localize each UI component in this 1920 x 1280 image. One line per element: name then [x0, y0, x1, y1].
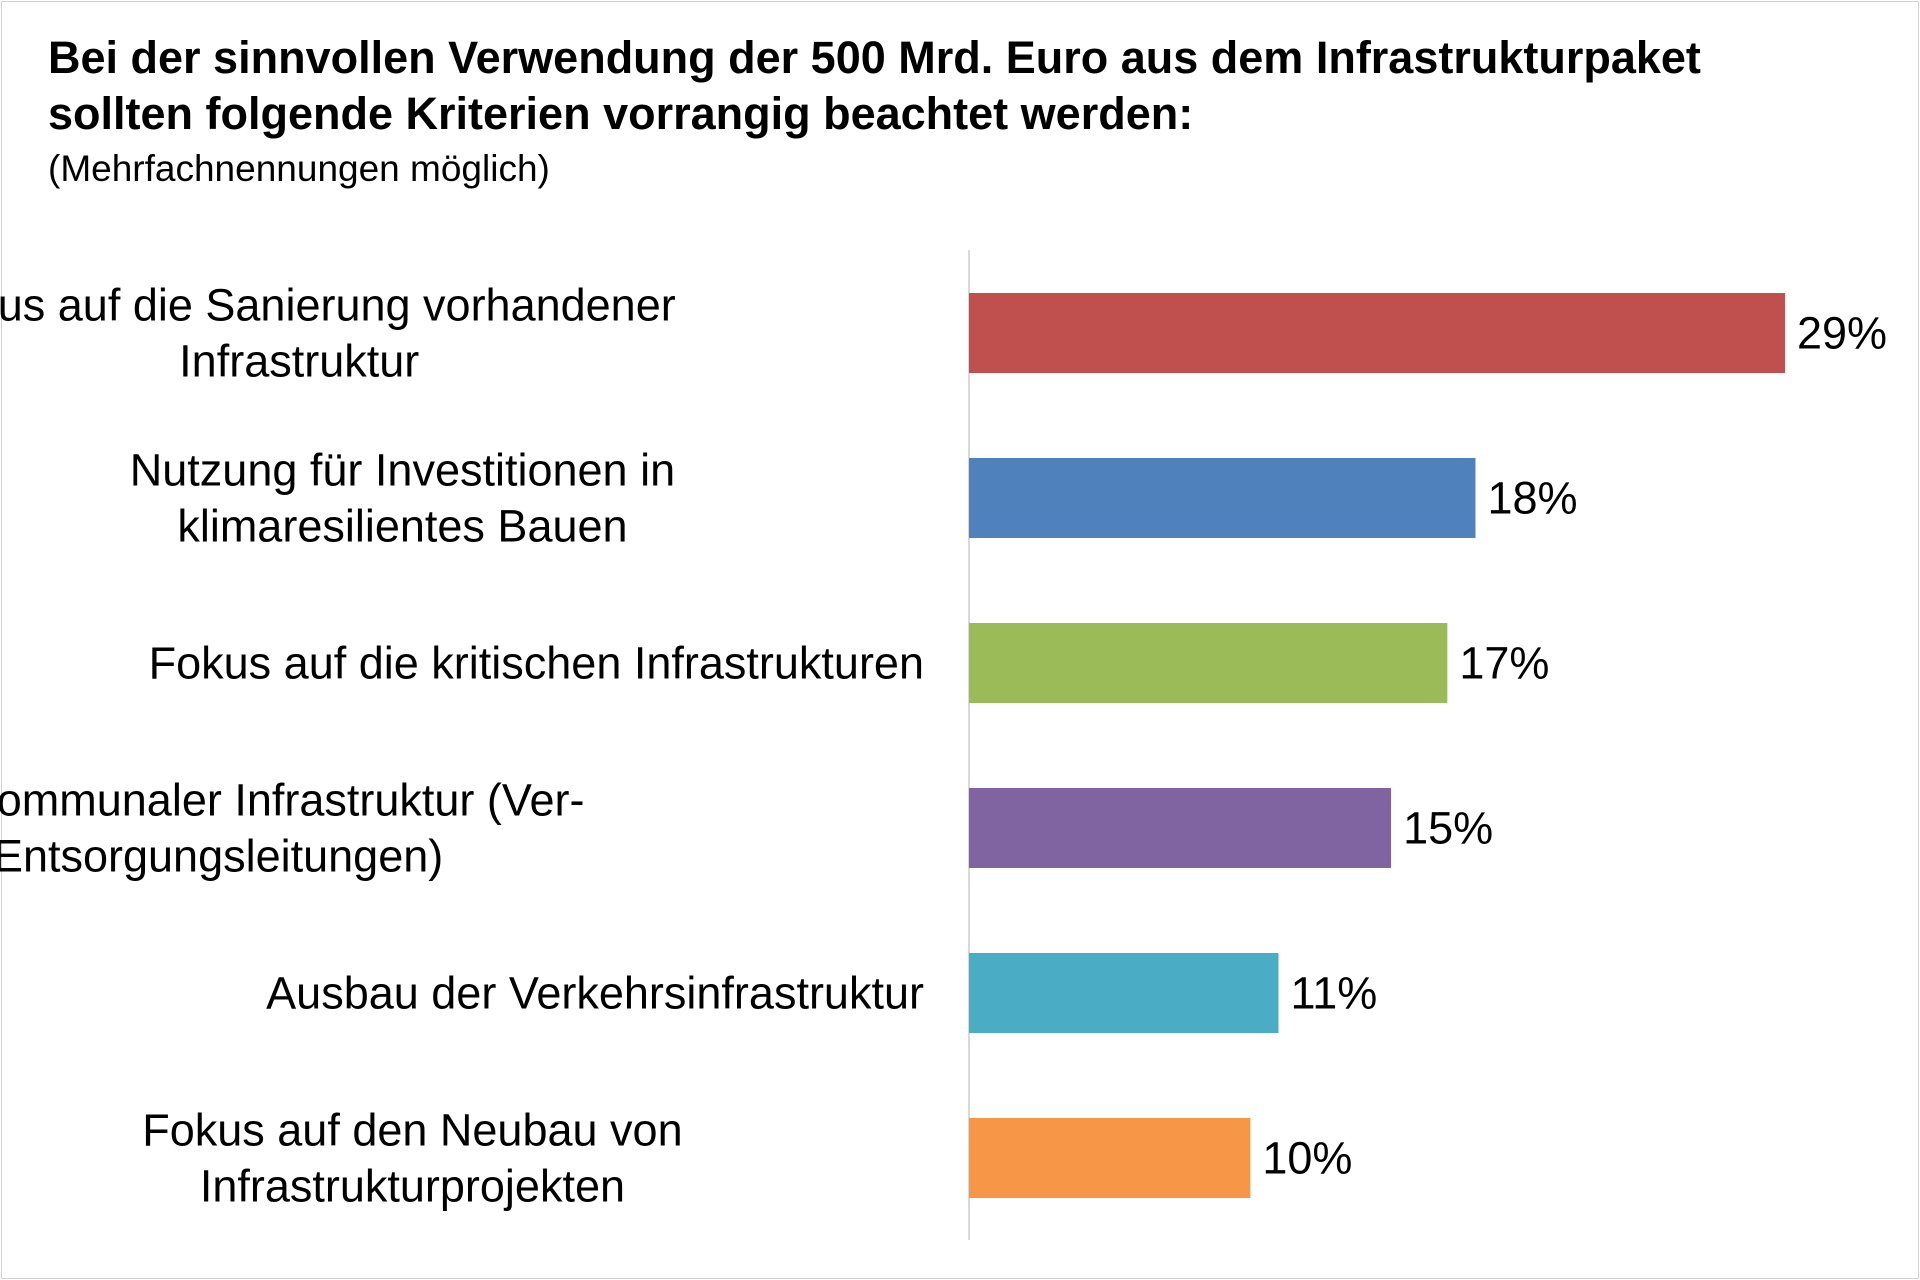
value-label-5: 11%: [1291, 968, 1378, 1019]
category-label-line: Ausbau der Verkehrsinfrastruktur: [266, 968, 924, 1019]
category-label-5: Ausbau der Verkehrsinfrastruktur: [266, 968, 924, 1019]
value-label-3: 17%: [1459, 638, 1549, 689]
bar-3: [969, 623, 1448, 703]
chart-subtitle: (Mehrfachnennungen möglich): [48, 148, 550, 189]
category-label-line: Infrastrukturprojekten: [200, 1161, 625, 1212]
category-label-6: Fokus auf den Neubau von Infrastrukturpro…: [142, 1105, 682, 1212]
bar-6: [969, 1118, 1251, 1198]
bar-1: [969, 293, 1785, 373]
category-label-line: Fokus auf die Sanierung vorhandener: [0, 280, 676, 331]
value-label-1: 29%: [1797, 308, 1887, 359]
category-label-2: Nutzung für Investitionen in klimaresilie…: [130, 445, 675, 552]
value-label-4: 15%: [1403, 803, 1493, 854]
bar-4: [969, 788, 1392, 868]
category-label-1: Fokus auf die Sanierung vorhandenerInfra…: [0, 280, 676, 387]
category-label-line: Nutzung für Investitionen in: [130, 445, 675, 496]
category-label-3: Fokus auf die kritischen Infrastrukturen: [149, 638, 924, 689]
category-label-line: Fokus auf die kritischen Infrastrukturen: [149, 638, 924, 689]
category-label-line: Infrastruktur: [179, 336, 419, 387]
chart-title: Bei der sinnvollen Verwendung der 500 Mr…: [48, 32, 1701, 139]
category-label-line: Fokus auf kommunaler Infrastruktur (Ver-: [0, 775, 584, 826]
category-label-line: und Entsorgungsleitungen): [0, 831, 443, 882]
bar-2: [969, 458, 1476, 538]
value-label-2: 18%: [1487, 473, 1577, 524]
category-label-4: Fokus auf kommunaler Infrastruktur (Ver-…: [0, 775, 584, 882]
category-label-line: Fokus auf den Neubau von: [142, 1105, 682, 1156]
category-label-line: klimaresilientes Bauen: [177, 501, 627, 552]
value-label-6: 10%: [1262, 1133, 1352, 1184]
bar-5: [969, 953, 1279, 1033]
